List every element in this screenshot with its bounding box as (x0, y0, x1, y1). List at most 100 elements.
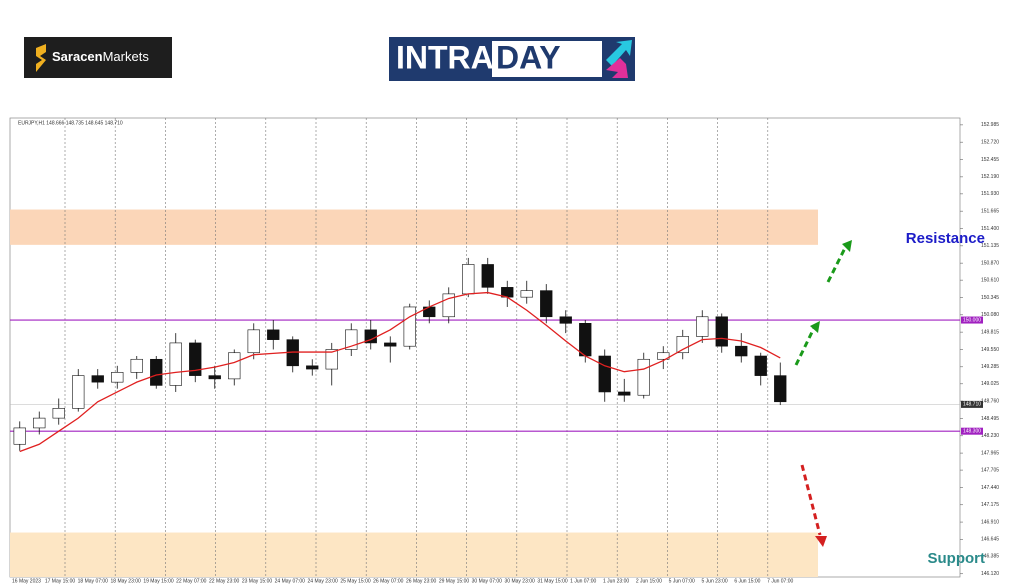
x-tick-label: 30 May 23:00 (505, 578, 536, 584)
plot-frame (9, 117, 961, 578)
candle-body (442, 293, 455, 318)
x-tick-label: 17 May 15:00 (45, 578, 76, 584)
x-tick-label: 18 May 07:00 (78, 578, 109, 584)
y-tick-label: 151.135 (981, 243, 999, 249)
level-tag (961, 316, 983, 324)
arrow-head (810, 321, 820, 333)
zone (10, 209, 818, 245)
candle-body (189, 342, 202, 376)
y-tick-label: 148.230 (981, 433, 999, 439)
x-tick-label: 6 Jun 15:00 (734, 578, 760, 584)
x-tick-label: 26 May 23:00 (406, 578, 437, 584)
y-tick-label: 150.080 (981, 312, 999, 318)
y-tick-label: 148.760 (981, 398, 999, 404)
level-tag (961, 400, 983, 408)
candle-body (267, 329, 280, 340)
chart-title: EURJPY,H1 148.666 148.735 148.645 148.71… (18, 120, 123, 126)
y-tick-label: 147.440 (981, 485, 999, 491)
x-tick-label: 30 May 07:00 (472, 578, 503, 584)
y-tick-label: 146.910 (981, 519, 999, 525)
y-tick-label: 149.285 (981, 364, 999, 370)
logo-arrow-up (606, 40, 632, 66)
x-tick-label: 26 May 07:00 (373, 578, 404, 584)
x-tick-label: 5 Jun 23:00 (702, 578, 728, 584)
brand-name: SaracenMarkets (52, 49, 149, 64)
x-tick-label: 22 May 23:00 (209, 578, 240, 584)
candle-body (637, 358, 650, 396)
x-tick-label: 24 May 23:00 (308, 578, 339, 584)
x-tick-label: 19 May 15:00 (143, 578, 174, 584)
y-tick-label: 152.190 (981, 174, 999, 180)
y-tick-label: 146.645 (981, 537, 999, 543)
y-tick-label: 152.720 (981, 140, 999, 146)
candle-body (481, 264, 494, 288)
x-tick-label: 16 May 2023 (12, 578, 41, 584)
level-label: 150.000 (963, 317, 981, 323)
brand-bold: Saracen (52, 49, 103, 64)
zone-label: Support (928, 550, 986, 567)
x-tick-label: 23 May 15:00 (242, 578, 273, 584)
y-tick-label: 152.455 (981, 157, 999, 163)
logo-left: INTRA (396, 39, 494, 75)
candle-body (774, 375, 787, 403)
brand-logo (24, 37, 172, 78)
x-tick-label: 1 Jun 07:00 (570, 578, 596, 584)
y-tick-label: 150.345 (981, 295, 999, 301)
candle-body (150, 358, 163, 386)
candle-body (579, 323, 592, 357)
candle-body (696, 316, 709, 337)
x-tick-label: 24 May 07:00 (275, 578, 306, 584)
y-tick-label: 146.385 (981, 554, 999, 560)
candle-body (72, 375, 85, 409)
candle-body (384, 342, 397, 347)
x-tick-label: 7 Jun 07:00 (767, 578, 793, 584)
candle-body (169, 342, 182, 386)
candle-body (676, 336, 689, 354)
candle-body (13, 427, 26, 445)
y-tick-label: 151.930 (981, 191, 999, 197)
candle-body (111, 372, 124, 383)
logo-arrow-down (606, 58, 628, 78)
y-tick-label: 149.550 (981, 347, 999, 353)
candle-body (208, 375, 221, 380)
x-tick-label: 18 May 23:00 (111, 578, 142, 584)
arrow-down (800, 464, 822, 536)
x-tick-label: 31 May 15:00 (537, 578, 568, 584)
candle-body (130, 358, 143, 373)
arrow-head (842, 240, 852, 252)
y-tick-label: 146.120 (981, 571, 999, 577)
zone (10, 532, 818, 577)
level-label: 148.300 (963, 429, 981, 435)
x-tick-label: 29 May 15:00 (439, 578, 470, 584)
y-tick-label: 148.495 (981, 416, 999, 422)
candle-body (52, 408, 65, 419)
x-tick-label: 2 Jun 15:00 (636, 578, 662, 584)
logo-box (492, 41, 602, 77)
x-tick-label: 1 Jun 23:00 (603, 578, 629, 584)
candle-body (598, 355, 611, 393)
candle-body (247, 329, 260, 354)
level-tag (961, 427, 983, 435)
candle-body (618, 391, 631, 396)
candle-body (520, 290, 533, 298)
candle-body (306, 365, 319, 370)
y-tick-label: 151.400 (981, 226, 999, 232)
y-tick-label: 147.965 (981, 450, 999, 456)
y-tick-label: 149.025 (981, 381, 999, 387)
candle-body (540, 290, 553, 318)
candle-body (462, 264, 475, 295)
y-tick-label: 150.870 (981, 260, 999, 266)
x-tick-label: 25 May 15:00 (340, 578, 371, 584)
logo-right: DAY (496, 39, 561, 75)
candle-body (559, 316, 572, 324)
y-tick-label: 147.705 (981, 467, 999, 473)
candle-body (91, 375, 104, 383)
level-label: 148.710 (963, 402, 981, 408)
y-tick-label: 149.815 (981, 329, 999, 335)
y-tick-label: 150.610 (981, 277, 999, 283)
arrow-head (815, 536, 827, 547)
brand-light: Markets (103, 49, 150, 64)
y-tick-label: 147.175 (981, 502, 999, 508)
